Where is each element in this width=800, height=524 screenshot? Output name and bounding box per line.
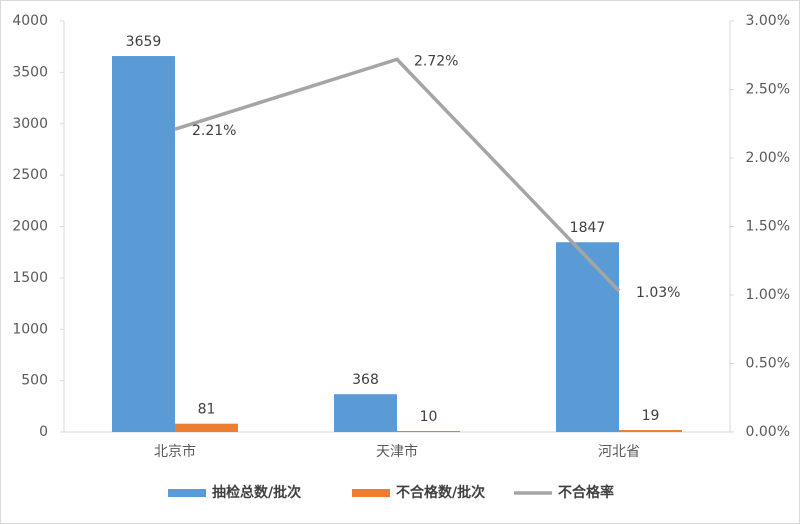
- data-label: 1.03%: [636, 285, 680, 301]
- data-label: 81: [198, 402, 216, 418]
- bar: [112, 56, 175, 432]
- data-label: 19: [642, 408, 660, 424]
- x-tick-label: 河北省: [598, 444, 640, 460]
- bar: [175, 423, 238, 432]
- y-tick-label: 0: [39, 424, 48, 440]
- data-label: 2.21%: [192, 123, 236, 139]
- data-label: 10: [420, 409, 438, 425]
- data-label: 1847: [570, 220, 606, 236]
- bar: [619, 430, 682, 432]
- data-label: 3659: [126, 34, 162, 50]
- y2-tick-label: 3.00%: [746, 13, 790, 29]
- y-tick-label: 2500: [12, 167, 48, 183]
- legend-label: 抽检总数/批次: [212, 484, 301, 501]
- y2-tick-label: 0.00%: [746, 424, 790, 440]
- y-tick-label: 2000: [12, 219, 48, 235]
- x-tick-label: 北京市: [154, 443, 196, 460]
- y-tick-label: 4000: [12, 13, 48, 29]
- y2-tick-label: 0.50%: [746, 356, 790, 372]
- y-tick-label: 500: [21, 373, 48, 389]
- line: [174, 57, 621, 293]
- y2-tick-label: 1.50%: [746, 219, 790, 235]
- y2-tick-label: 1.00%: [746, 287, 790, 303]
- y-tick-label: 1000: [12, 321, 48, 337]
- bar: [334, 394, 397, 432]
- y-tick-label: 1500: [12, 270, 48, 286]
- legend-swatch: [168, 489, 206, 497]
- legend-label: 不合格数/批次: [396, 484, 485, 501]
- y-tick-label: 3500: [12, 64, 48, 80]
- data-label: 368: [352, 372, 379, 388]
- legend-swatch: [352, 489, 390, 497]
- x-tick-label: 天津市: [376, 443, 418, 460]
- y2-tick-label: 2.50%: [746, 82, 790, 98]
- y2-tick-label: 2.00%: [746, 150, 790, 166]
- legend-label: 不合格率: [558, 484, 614, 501]
- bar: [397, 430, 460, 432]
- data-label: 2.72%: [414, 53, 458, 69]
- bar: [556, 242, 619, 432]
- y-tick-label: 3000: [12, 116, 48, 132]
